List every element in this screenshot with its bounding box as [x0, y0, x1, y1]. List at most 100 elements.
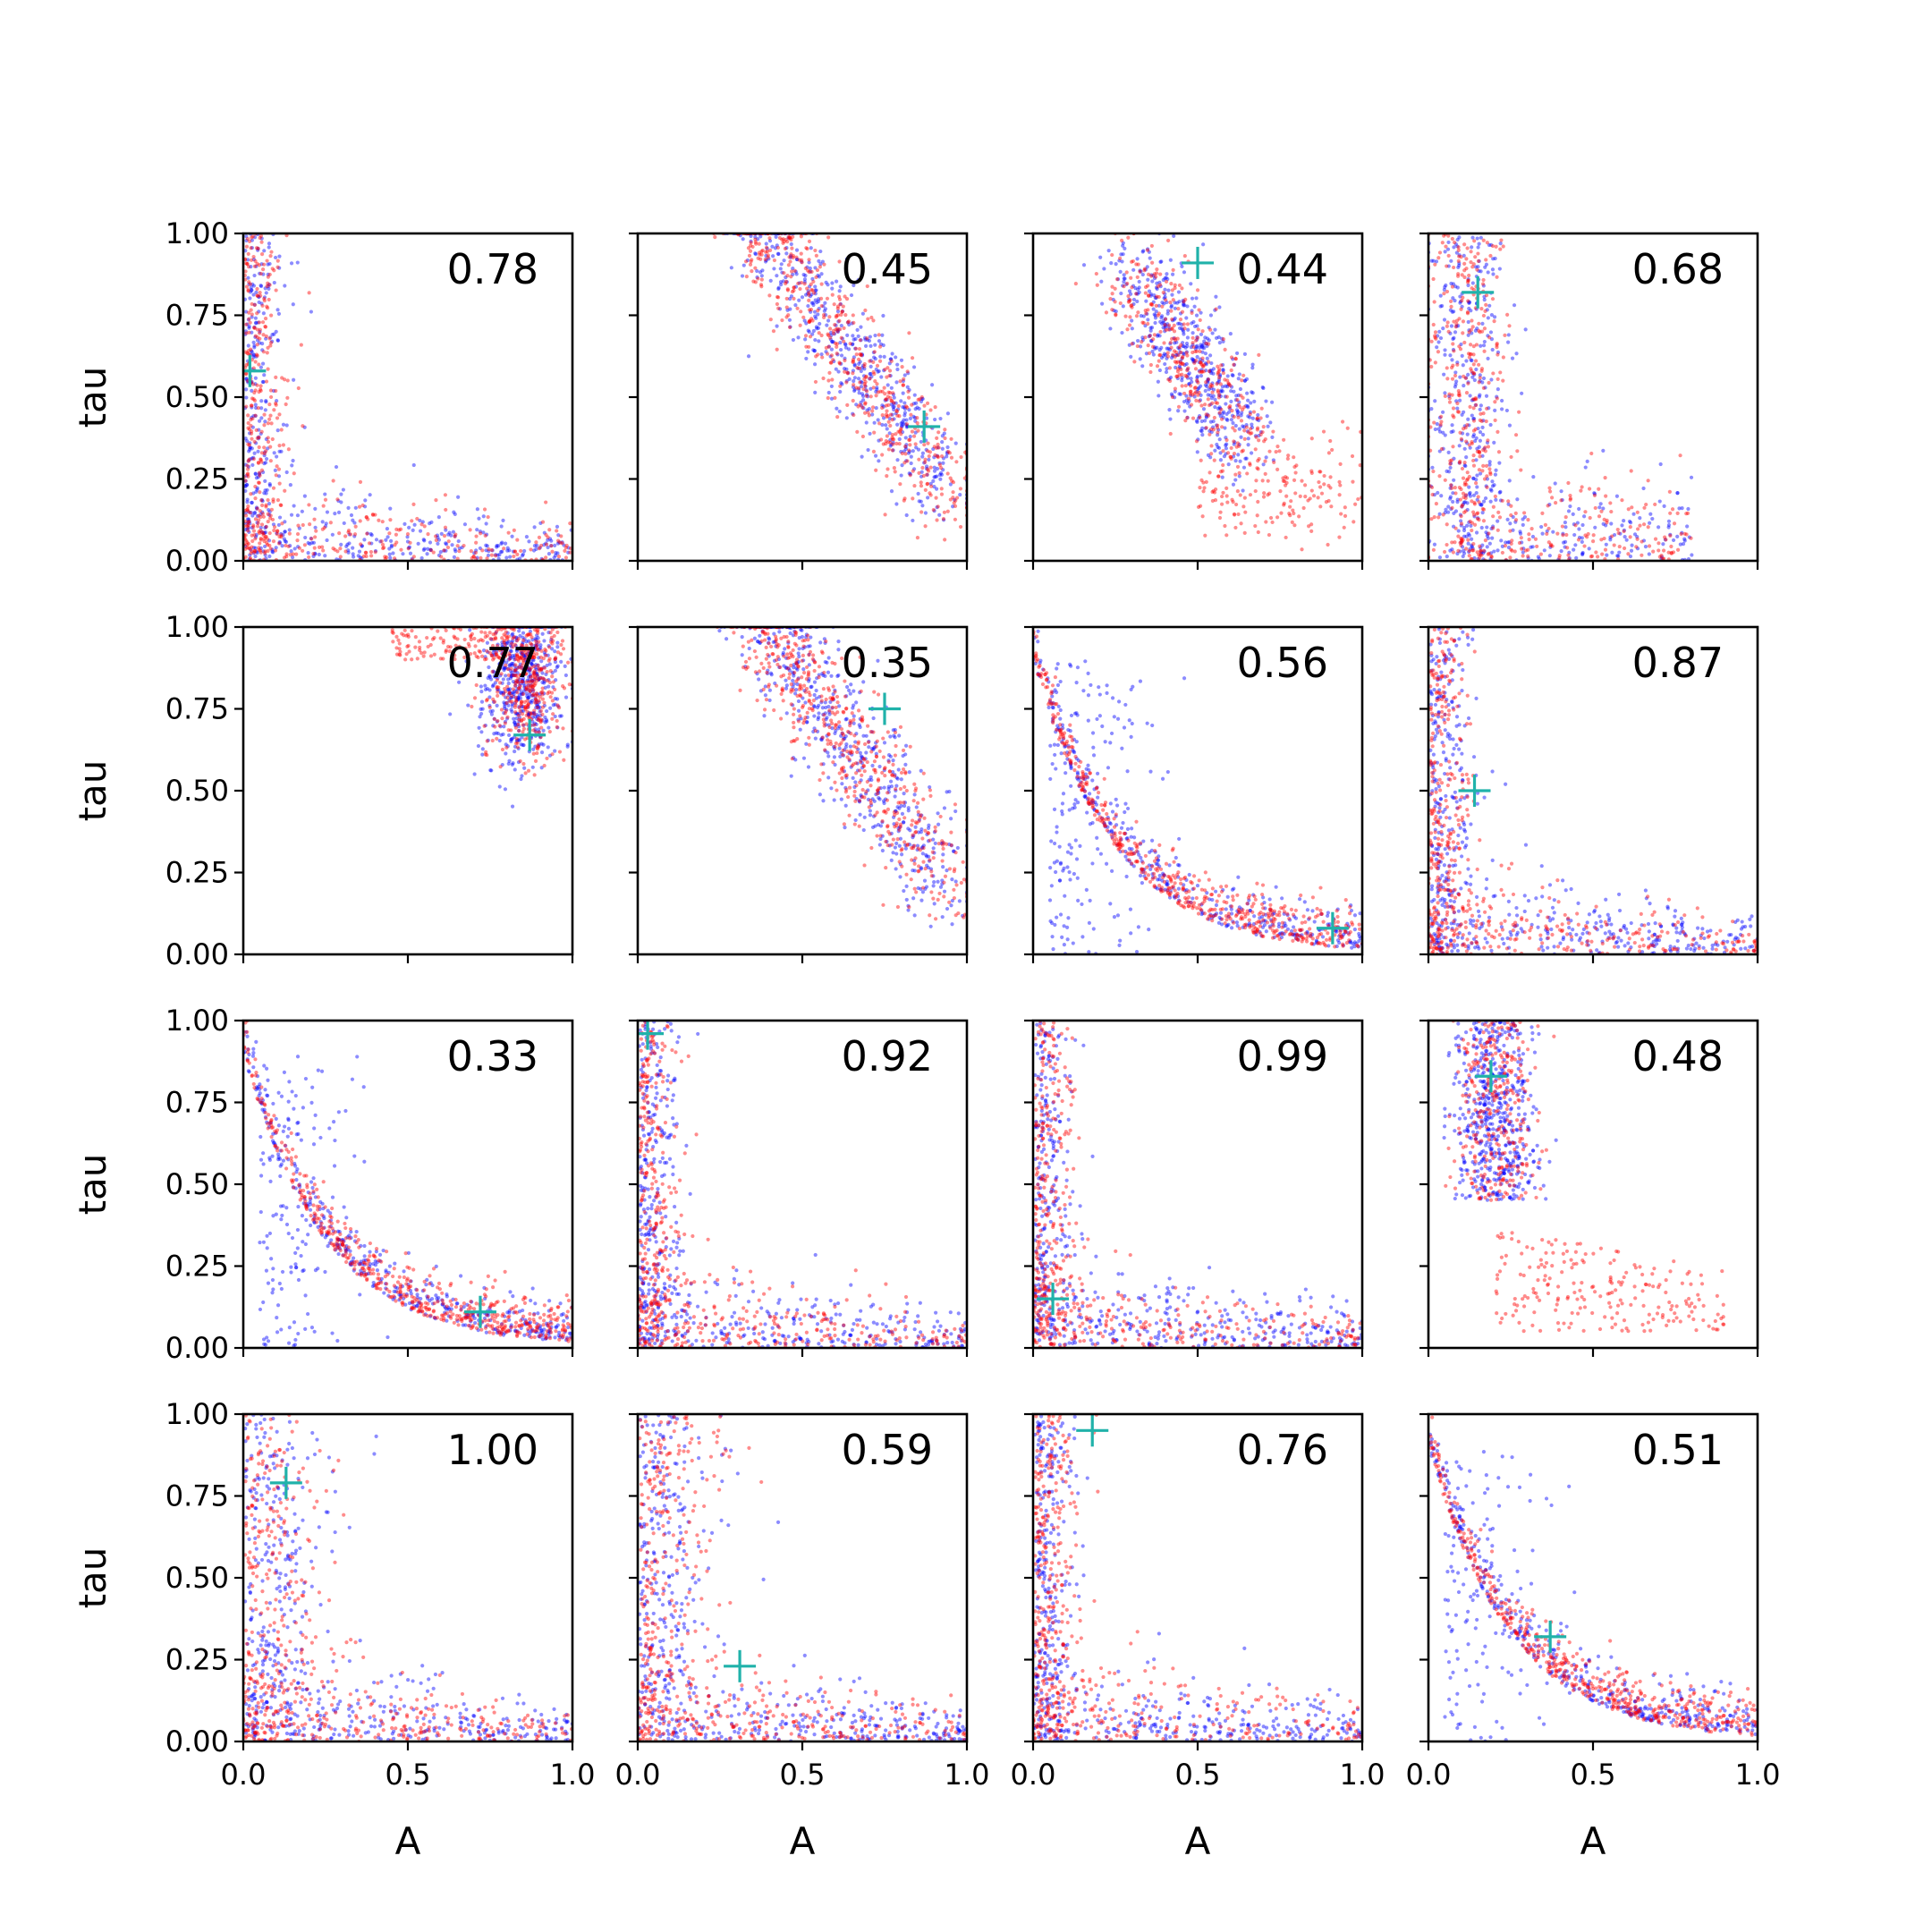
point-blue [936, 445, 940, 450]
point-blue [809, 246, 813, 250]
point-red [1238, 405, 1242, 410]
point-red [272, 525, 277, 530]
point-blue [276, 311, 282, 316]
point-blue [1470, 358, 1474, 363]
point-red [1461, 427, 1466, 431]
point-red [1196, 380, 1200, 385]
point-blue [501, 665, 505, 670]
point-blue [513, 701, 517, 706]
point-red [1496, 377, 1500, 381]
point-blue [408, 551, 413, 555]
point-blue [1157, 303, 1161, 308]
point-blue [1190, 357, 1194, 361]
point-red [782, 271, 786, 275]
point-red [1324, 500, 1329, 504]
point-blue [257, 309, 261, 314]
point-blue [262, 530, 267, 536]
point-red [246, 265, 251, 269]
point-blue [1686, 506, 1690, 512]
point-red [1163, 323, 1167, 327]
point-red [514, 678, 519, 683]
point-red [886, 366, 890, 370]
point-blue [486, 675, 490, 681]
point-red [1521, 554, 1525, 558]
point-blue [1499, 407, 1504, 411]
point-blue [272, 451, 276, 455]
point-red [1292, 455, 1296, 460]
point-blue [1246, 414, 1250, 419]
point-red [875, 382, 879, 386]
point-blue [1678, 542, 1682, 547]
point-blue [277, 515, 283, 520]
point-red [1173, 338, 1178, 343]
point-blue [1471, 417, 1476, 421]
point-red [1241, 504, 1246, 509]
point-blue [457, 680, 462, 684]
point-red [1195, 378, 1199, 383]
point-blue [1504, 540, 1508, 545]
point-blue [480, 707, 485, 711]
point-red [1158, 272, 1163, 276]
point-blue [479, 707, 483, 711]
point-red [1657, 548, 1661, 553]
point-blue [837, 409, 842, 414]
point-blue [871, 350, 876, 355]
point-red [312, 517, 317, 521]
point-blue [250, 500, 254, 505]
point-blue [513, 664, 517, 668]
point-blue [248, 445, 252, 450]
point-blue [1563, 525, 1568, 530]
point-blue [1485, 477, 1490, 481]
point-red [245, 507, 250, 512]
point-blue [1434, 259, 1439, 264]
point-blue [1186, 327, 1191, 332]
point-blue [1464, 359, 1469, 363]
point-blue [860, 380, 864, 385]
point-blue [1221, 411, 1225, 416]
point-blue [1145, 247, 1150, 251]
point-red [882, 386, 886, 390]
point-red [1448, 462, 1453, 466]
point-red [1609, 509, 1614, 514]
point-blue [251, 340, 256, 344]
point-blue [508, 654, 513, 658]
point-red [504, 630, 508, 634]
point-red [527, 680, 531, 684]
point-blue [1494, 468, 1498, 472]
point-red [258, 473, 262, 478]
point-red [1561, 533, 1565, 538]
point-red [907, 331, 911, 335]
point-blue [525, 665, 530, 669]
point-blue [531, 658, 536, 663]
point-red [257, 547, 261, 552]
point-blue [1443, 284, 1447, 289]
point-blue [1165, 300, 1169, 305]
point-red [1246, 430, 1250, 435]
point-blue [270, 549, 275, 554]
point-blue [292, 504, 296, 508]
point-red [1454, 322, 1459, 326]
point-red [408, 540, 412, 545]
point-blue [902, 401, 907, 405]
point-red [1469, 367, 1473, 371]
point-blue [1443, 391, 1447, 395]
point-red [927, 469, 931, 473]
point-blue [503, 541, 508, 546]
point-blue [1437, 329, 1442, 334]
point-red [1259, 406, 1264, 411]
point-blue [1470, 537, 1474, 541]
point-blue [1455, 497, 1460, 502]
point-blue [244, 377, 249, 381]
point-blue [521, 708, 526, 713]
point-blue [488, 709, 493, 714]
point-red [1257, 438, 1261, 443]
point-red [552, 633, 556, 639]
point-red [255, 335, 260, 340]
point-blue [1608, 535, 1613, 539]
point-blue [1481, 499, 1487, 504]
point-blue [254, 549, 259, 554]
point-blue [504, 674, 508, 678]
point-red [1600, 552, 1605, 556]
point-red [551, 712, 555, 716]
point-red [901, 383, 906, 387]
